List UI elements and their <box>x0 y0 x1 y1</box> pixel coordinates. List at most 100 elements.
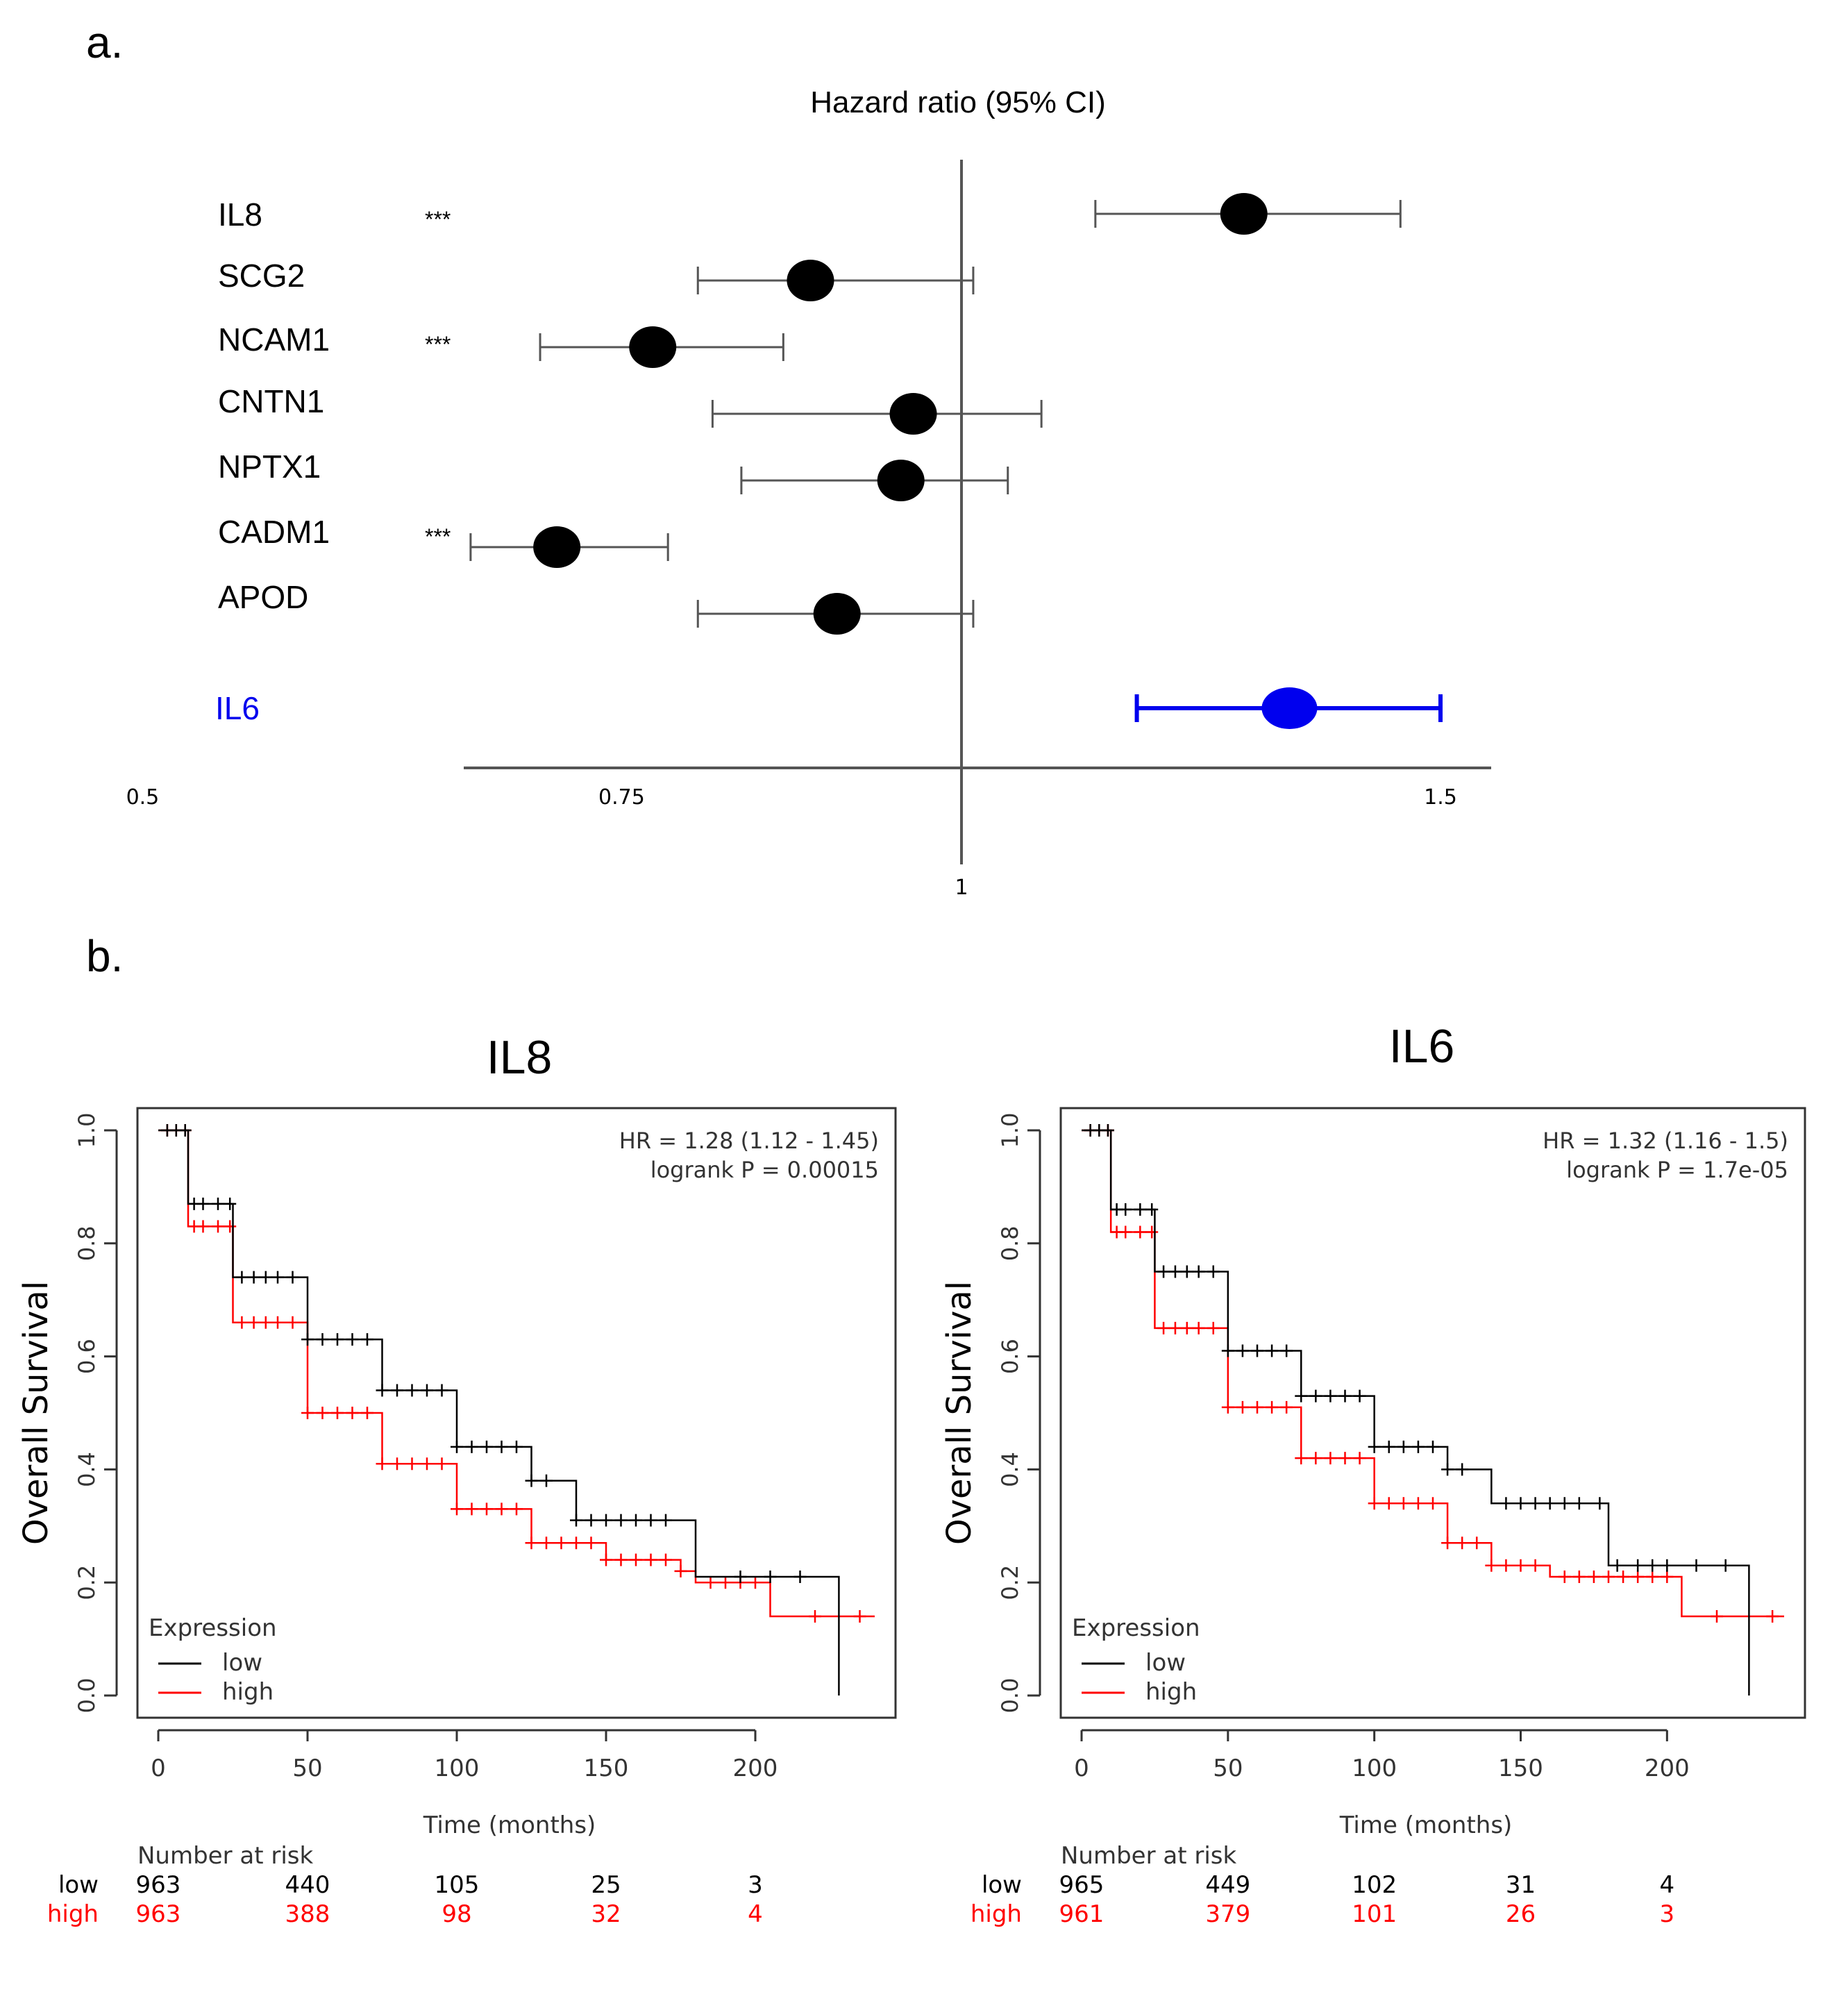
risk-value-high: 26 <box>1506 1900 1536 1928</box>
censor-mark-low <box>585 1514 598 1527</box>
censor-mark-low <box>1353 1389 1366 1403</box>
censor-mark-low <box>1180 1265 1193 1278</box>
censor-mark-high <box>1411 1497 1425 1510</box>
risk-value-high: 963 <box>136 1900 181 1928</box>
x-tick-label: 0 <box>151 1755 166 1782</box>
censor-mark-low <box>1631 1559 1645 1572</box>
censor-mark-high <box>346 1407 359 1419</box>
censor-mark-high <box>1368 1497 1381 1510</box>
censor-mark-low <box>1280 1344 1293 1357</box>
censor-mark-high <box>1180 1321 1193 1334</box>
forest-tick-label: 1.5 <box>1424 785 1457 810</box>
censor-mark-high <box>1766 1610 1779 1623</box>
survival-curve-low <box>158 1129 840 1696</box>
censor-mark-high <box>1646 1571 1659 1584</box>
censor-mark-high <box>405 1457 419 1471</box>
x-tick-label: 0 <box>1074 1755 1089 1782</box>
x-tick-label: 50 <box>1213 1755 1243 1782</box>
censor-mark-high <box>555 1537 568 1550</box>
x-tick-label: 100 <box>1352 1755 1397 1782</box>
censor-mark-high <box>421 1457 433 1471</box>
significance-marker: *** <box>425 332 451 357</box>
forest-row-label: IL6 <box>215 690 260 726</box>
censor-mark-low <box>1382 1440 1395 1453</box>
risk-table-title: Number at risk <box>1061 1842 1237 1870</box>
censor-mark-high <box>259 1316 272 1329</box>
hazard-ratio-point <box>1261 687 1318 729</box>
censor-mark-high <box>585 1537 598 1550</box>
y-tick-label: 0.4 <box>997 1452 1023 1487</box>
y-tick-label: 1.0 <box>997 1113 1023 1148</box>
censor-mark-high <box>1427 1497 1439 1510</box>
censor-mark-high <box>465 1502 478 1516</box>
censor-mark-low <box>1309 1389 1322 1403</box>
censor-mark-low <box>1338 1389 1352 1403</box>
hazard-ratio-point <box>629 326 677 368</box>
hazard-ratio-annotation: HR = 1.28 (1.12 - 1.45) <box>619 1128 879 1154</box>
censor-mark-low <box>1441 1463 1454 1476</box>
risk-value-low: 963 <box>136 1871 181 1899</box>
hazard-ratio-annotation: HR = 1.32 (1.16 - 1.5) <box>1543 1128 1788 1154</box>
censor-mark-low <box>435 1384 448 1397</box>
censor-mark-low <box>1266 1344 1279 1357</box>
risk-row-label-low: low <box>982 1871 1022 1899</box>
risk-value-low: 440 <box>285 1871 330 1899</box>
censor-mark-high <box>331 1407 344 1419</box>
censor-mark-high <box>853 1610 866 1623</box>
censor-mark-low <box>331 1333 344 1346</box>
censor-mark-high <box>1353 1452 1366 1465</box>
hazard-ratio-point <box>813 593 861 635</box>
risk-value-low: 4 <box>1660 1871 1675 1899</box>
censor-mark-high <box>1338 1452 1352 1465</box>
risk-value-low: 3 <box>748 1871 763 1899</box>
censor-mark-low <box>1611 1559 1624 1572</box>
censor-mark-high <box>376 1457 389 1471</box>
censor-mark-high <box>435 1457 448 1471</box>
hazard-ratio-point <box>533 526 581 568</box>
risk-value-high: 32 <box>591 1900 621 1928</box>
risk-value-high: 101 <box>1352 1900 1397 1928</box>
risk-value-low: 102 <box>1352 1871 1397 1899</box>
censor-mark-high <box>1558 1571 1571 1584</box>
censor-mark-high <box>316 1407 329 1419</box>
risk-value-high: 379 <box>1205 1900 1250 1928</box>
censor-mark-low <box>1456 1463 1469 1476</box>
censor-mark-low <box>1368 1440 1381 1453</box>
censor-mark-low <box>525 1474 538 1487</box>
y-tick-label: 1.0 <box>74 1113 100 1148</box>
censor-mark-low <box>212 1197 224 1210</box>
censor-mark-high <box>1631 1571 1645 1584</box>
censor-mark-low <box>316 1333 329 1346</box>
censor-mark-high <box>1485 1559 1498 1572</box>
censor-mark-low <box>540 1474 553 1487</box>
hazard-ratio-point <box>889 393 937 435</box>
censor-mark-high <box>1309 1452 1322 1465</box>
censor-mark-high <box>212 1220 224 1233</box>
censor-mark-high <box>1514 1559 1527 1572</box>
censor-mark-low <box>1145 1203 1159 1216</box>
censor-mark-low <box>1411 1440 1425 1453</box>
censor-mark-low <box>660 1514 672 1527</box>
censor-mark-high <box>540 1537 553 1550</box>
censor-mark-low <box>1101 1124 1114 1137</box>
censor-mark-high <box>1711 1610 1724 1623</box>
censor-mark-high <box>301 1407 314 1419</box>
panel-letter-a: a. <box>86 17 124 67</box>
risk-value-high: 4 <box>748 1900 763 1928</box>
censor-mark-high <box>1529 1559 1542 1572</box>
censor-mark-low <box>510 1440 523 1453</box>
legend-label-high: high <box>222 1678 274 1706</box>
censor-mark-low <box>630 1514 642 1527</box>
x-axis-label: Time (months) <box>1339 1811 1513 1839</box>
censor-mark-high <box>1382 1497 1395 1510</box>
censor-mark-high <box>1157 1321 1170 1334</box>
censor-mark-low <box>224 1197 237 1210</box>
hazard-ratio-point <box>877 460 925 501</box>
censor-mark-low <box>1192 1265 1205 1278</box>
forest-tick-label: 0.5 <box>126 785 160 810</box>
y-axis-label: Overall Survival <box>17 1281 56 1545</box>
censor-mark-high <box>1207 1321 1220 1334</box>
reference-label: 1 <box>955 876 968 900</box>
censor-mark-high <box>1236 1400 1249 1414</box>
x-axis-label: Time (months) <box>423 1811 596 1839</box>
